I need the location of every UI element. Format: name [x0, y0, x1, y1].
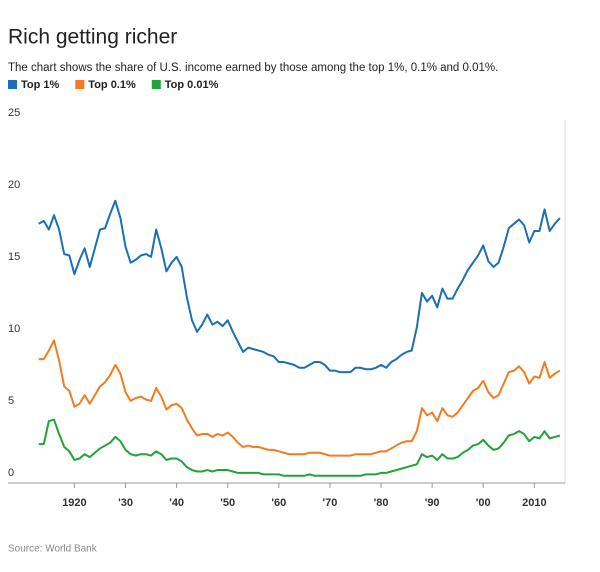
chart-subtitle: The chart shows the share of U.S. income… — [8, 62, 498, 74]
chart-title: Rich getting richer — [8, 26, 177, 49]
legend-swatch — [8, 80, 17, 89]
x-tick-label: '80 — [374, 497, 389, 509]
x-tick-label: '00 — [476, 497, 491, 509]
source: Source: World Bank — [8, 544, 98, 555]
series-line — [38, 199, 561, 374]
y-tick-label: 15 — [8, 251, 20, 263]
legend-label: Top 1% — [21, 79, 60, 91]
x-tick-label: 1920 — [62, 497, 86, 509]
x-tick-label: '40 — [169, 497, 184, 509]
x-tick-label: 2010 — [522, 497, 546, 509]
legend-swatch — [151, 80, 161, 89]
y-tick-label: 10 — [8, 323, 20, 335]
x-tick-label: '60 — [271, 497, 286, 509]
legend-label: Top 0.01% — [165, 79, 219, 91]
y-tick-label: 0 — [8, 467, 14, 479]
x-tick-label: '30 — [118, 497, 133, 509]
y-tick-label: 20 — [8, 179, 20, 191]
y-tick-label: 25 — [8, 107, 20, 119]
x-tick-label: '70 — [323, 497, 338, 509]
legend-label: Top 0.1% — [88, 79, 136, 91]
series-line — [38, 418, 561, 477]
x-tick-label: '90 — [425, 497, 440, 509]
series-line — [38, 339, 561, 457]
x-tick-label: '50 — [220, 497, 235, 509]
y-tick-label: 5 — [8, 395, 14, 407]
legend-swatch — [75, 80, 85, 89]
